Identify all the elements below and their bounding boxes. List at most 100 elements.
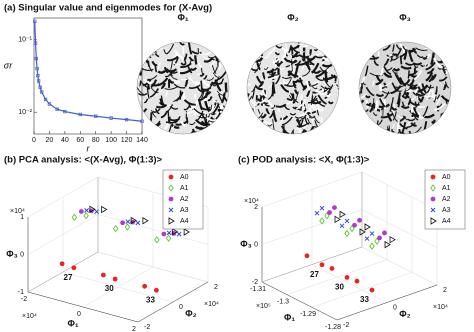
texture-stroke [426,84,432,94]
y-exponent: ×10⁴ [204,301,219,308]
texture-stroke [426,133,430,134]
point [166,230,172,236]
texture-stroke [274,51,280,56]
x-tick-label: -1.3 [277,299,289,306]
texture-stroke [212,103,220,115]
texture-stroke [299,109,309,118]
texture-stroke [332,129,335,134]
texture-stroke [211,64,217,75]
texture-stroke [313,70,321,74]
texture-stroke [188,58,193,66]
texture-stroke [308,49,312,56]
legend-label: A1 [442,185,451,192]
texture-stroke [308,107,313,114]
texture-stroke [403,50,408,61]
point [94,114,98,118]
point [43,97,48,102]
image-outline [358,41,452,135]
texture-stroke [322,125,327,134]
legend-label: A4 [180,218,189,225]
texture-stroke [197,62,203,68]
texture-stroke [401,94,408,99]
texture-stroke [400,65,412,70]
texture-stroke [392,111,397,121]
x-tick-label: 2 [132,326,136,332]
texture-stroke [247,93,250,100]
texture-stroke [422,106,429,118]
texture-stroke [387,52,394,58]
texture-stroke [398,76,407,87]
x-exponent: ×10⁴ [22,313,37,320]
texture-stroke [175,120,189,126]
texture-stroke [173,83,186,89]
texture-stroke [312,86,318,90]
texture-stroke [305,62,312,72]
eigenmode-label: Φ₃ [399,12,411,22]
texture-stroke [416,54,424,58]
texture-stroke [150,83,161,87]
texture-stroke [258,80,265,88]
texture-stroke [365,86,375,97]
texture-stroke [175,91,184,102]
texture-stroke [189,99,200,111]
texture-stroke [412,107,420,118]
texture-stroke [418,112,421,120]
texture-stroke [298,77,306,89]
legend-marker [168,207,174,213]
texture-stroke [252,128,257,134]
legend-label: A3 [442,207,451,214]
texture-stroke [194,55,198,65]
texture-stroke [408,70,418,76]
texture-stroke [334,77,337,83]
texture-stroke [372,112,378,116]
texture-stroke [301,60,305,72]
texture-stroke [294,115,304,119]
x-tick-label: -2 [21,296,27,303]
texture-stroke [213,74,220,78]
texture-stroke [443,132,449,134]
texture-stroke [202,80,210,87]
texture-stroke [430,52,435,66]
texture-stroke [415,47,428,52]
texture-stroke [426,53,431,59]
texture-stroke [365,94,371,99]
image-outline [136,41,230,135]
legend-label: A4 [442,218,451,225]
texture-stroke [265,74,279,80]
texture-stroke [434,130,440,134]
texture-stroke [310,95,314,102]
texture-stroke [150,79,158,88]
texture-stroke [389,103,393,113]
point [84,208,89,213]
texture-stroke [137,92,148,96]
legend-marker [168,184,174,192]
texture-stroke [378,132,389,134]
texture-stroke [278,107,281,113]
annotation: 27 [64,273,73,282]
texture-stroke [163,49,168,55]
legend-marker [168,196,174,202]
texture-stroke [202,51,212,56]
texture-stroke [381,90,392,94]
texture-stroke [360,126,366,134]
x-axis-label: r [87,143,91,153]
texture-stroke [330,73,338,79]
texture-stroke [137,92,141,96]
texture-stroke [359,109,361,123]
texture-stroke [375,78,384,86]
texture-stroke [386,54,394,58]
texture-stroke [169,73,178,80]
texture-stroke [184,53,188,61]
y-tick-label: 10⁻² [18,109,32,116]
texture-stroke [289,95,297,103]
z-tick-label: 0 [254,241,258,248]
texture-stroke [389,57,393,62]
texture-stroke [289,112,297,116]
texture-stroke [274,61,284,65]
texture-stroke [376,42,382,46]
texture-stroke [183,99,196,106]
x-tick-label: 80 [92,137,100,144]
texture-stroke [408,50,414,63]
texture-stroke [215,120,222,127]
texture-stroke [215,46,222,55]
